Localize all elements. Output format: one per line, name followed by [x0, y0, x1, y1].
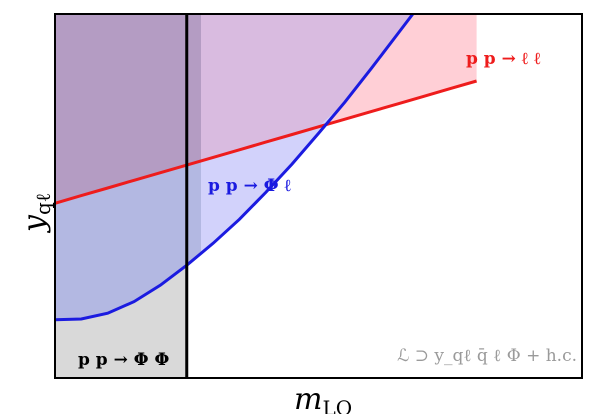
series-line-ll: [55, 79, 478, 205]
series-label-phi-phi: p p → Φ Φ: [78, 350, 170, 370]
plot-frame: [54, 13, 583, 379]
overlap-region-all: [55, 14, 201, 204]
series-label-ll: p p → ℓ ℓ: [466, 49, 541, 69]
y-axis-label: yqℓ: [17, 193, 55, 234]
plot-area: [55, 14, 582, 378]
lagrangian-annotation: ℒ ⊃ y_qℓ q̄ ℓ Φ + h.c.: [397, 346, 577, 366]
series-line-phi-l: [55, 14, 415, 322]
series-label-phi-l: p p → Φ ℓ: [208, 176, 292, 196]
x-axis-label: mLO: [294, 382, 352, 414]
